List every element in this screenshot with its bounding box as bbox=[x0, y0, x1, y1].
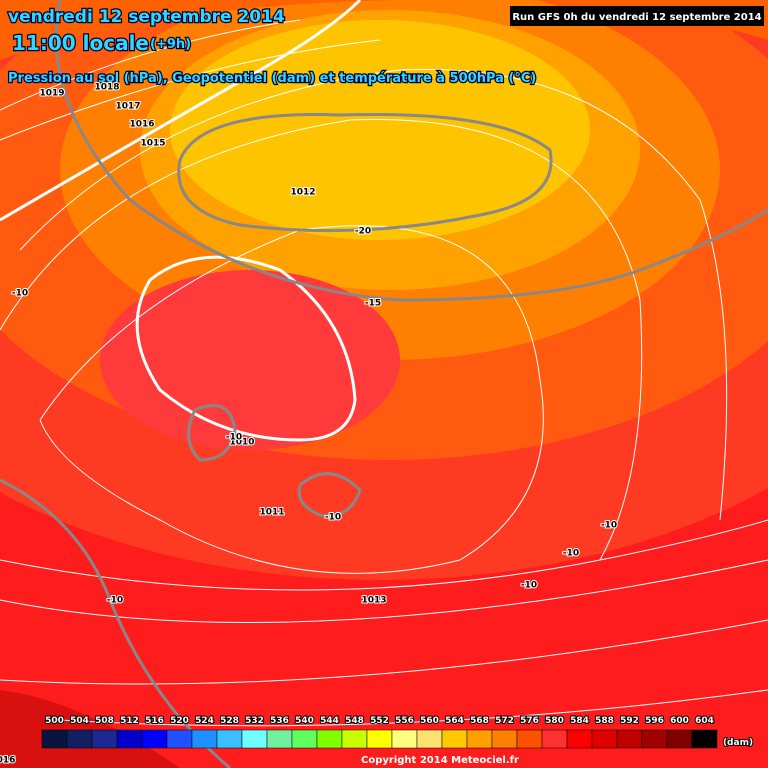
legend-swatch bbox=[141, 729, 168, 749]
legend: 500 504 508 512 516 520 524 528 532 536 540 544 548 5… bbox=[41, 715, 754, 749]
copyright: Copyright 2014 Meteociel.fr bbox=[361, 755, 519, 766]
legend-swatch bbox=[241, 729, 268, 749]
legend-swatch bbox=[91, 729, 118, 749]
isobar-label: 1019 bbox=[39, 89, 64, 99]
legend-label: 540 bbox=[295, 716, 314, 726]
legend-label: 508 bbox=[95, 716, 114, 726]
legend-unit: (dam) bbox=[723, 738, 753, 748]
legend-swatch bbox=[616, 729, 643, 749]
legend-swatch bbox=[516, 729, 543, 749]
legend-swatch bbox=[541, 729, 568, 749]
legend-swatch bbox=[291, 729, 318, 749]
legend-swatch bbox=[216, 729, 243, 749]
run-info: Run GFS 0h du vendredi 12 septembre 2014 bbox=[512, 12, 761, 23]
isobar-label: 1017 bbox=[115, 102, 140, 112]
legend-label: 544 bbox=[320, 716, 339, 726]
legend-label: 548 bbox=[345, 716, 364, 726]
date: vendredi 12 septembre 2014 bbox=[8, 7, 285, 27]
legend-swatch bbox=[66, 729, 93, 749]
legend-label: 584 bbox=[570, 716, 589, 726]
temperature-label: -20 bbox=[355, 227, 371, 237]
map-labels: 1019 1018 1017 1016 1015 1012 1010 1011 1013 016 -… bbox=[0, 82, 618, 767]
temperature-label: -10 bbox=[325, 513, 341, 523]
legend-label: 524 bbox=[195, 716, 214, 726]
temperature-label: -10 bbox=[563, 549, 579, 559]
legend-label: 588 bbox=[595, 716, 614, 726]
isobar-label: 1010 bbox=[229, 438, 254, 448]
legend-label: 592 bbox=[620, 716, 639, 726]
legend-label: 552 bbox=[370, 716, 389, 726]
legend-swatch bbox=[116, 729, 143, 749]
legend-label: 568 bbox=[470, 716, 489, 726]
isobar-label: 1016 bbox=[129, 120, 154, 130]
isobar-label: 1012 bbox=[290, 188, 315, 198]
legend-label: 536 bbox=[270, 716, 289, 726]
legend-label: 560 bbox=[420, 716, 439, 726]
legend-label: 600 bbox=[670, 716, 689, 726]
legend-swatch bbox=[366, 729, 393, 749]
legend-swatch bbox=[441, 729, 468, 749]
temperature-label: -10 bbox=[107, 596, 123, 606]
isobar-label: 1018 bbox=[94, 83, 119, 93]
description: Pression au sol (hPa), Geopotentiel (dam… bbox=[8, 71, 536, 86]
isobar-label: 1011 bbox=[259, 508, 284, 518]
legend-label: 520 bbox=[170, 716, 189, 726]
isobar-label: 1015 bbox=[140, 139, 165, 149]
isobar-label: 1013 bbox=[361, 596, 386, 606]
legend-swatch bbox=[416, 729, 443, 749]
legend-swatch bbox=[641, 729, 668, 749]
legend-label: 528 bbox=[220, 716, 239, 726]
temperature-label: -10 bbox=[601, 521, 617, 531]
legend-label: 512 bbox=[120, 716, 139, 726]
legend-swatch bbox=[316, 729, 343, 749]
legend-swatch bbox=[191, 729, 218, 749]
legend-label: 604 bbox=[695, 716, 714, 726]
isobars bbox=[0, 0, 768, 727]
legend-label: 504 bbox=[70, 716, 89, 726]
isobar-label: 016 bbox=[0, 756, 15, 766]
temperature-label: -10 bbox=[521, 581, 537, 591]
run-box bbox=[510, 6, 764, 26]
legend-label: 516 bbox=[145, 716, 164, 726]
legend-label: 564 bbox=[445, 716, 464, 726]
offset: (+9h) bbox=[150, 37, 191, 52]
temperature-label: -10 bbox=[12, 289, 28, 299]
legend-label: 556 bbox=[395, 716, 414, 726]
time: 11:00 locale bbox=[12, 31, 149, 55]
legend-label: 500 bbox=[45, 716, 64, 726]
legend-swatch bbox=[391, 729, 418, 749]
legend-label: 576 bbox=[520, 716, 539, 726]
legend-swatch bbox=[691, 729, 718, 749]
legend-swatch bbox=[591, 729, 618, 749]
legend-label: 580 bbox=[545, 716, 564, 726]
legend-label: 532 bbox=[245, 716, 264, 726]
legend-swatch bbox=[41, 729, 68, 749]
legend-label: 572 bbox=[495, 716, 514, 726]
legend-swatch bbox=[491, 729, 518, 749]
legend-label: 596 bbox=[645, 716, 664, 726]
temperature-label: -15 bbox=[365, 299, 381, 309]
legend-swatch bbox=[566, 729, 593, 749]
temperature-label: -10 bbox=[226, 433, 242, 443]
legend-swatch bbox=[466, 729, 493, 749]
legend-swatch bbox=[266, 729, 293, 749]
legend-swatch bbox=[166, 729, 193, 749]
legend-swatch bbox=[341, 729, 368, 749]
legend-swatch bbox=[666, 729, 693, 749]
